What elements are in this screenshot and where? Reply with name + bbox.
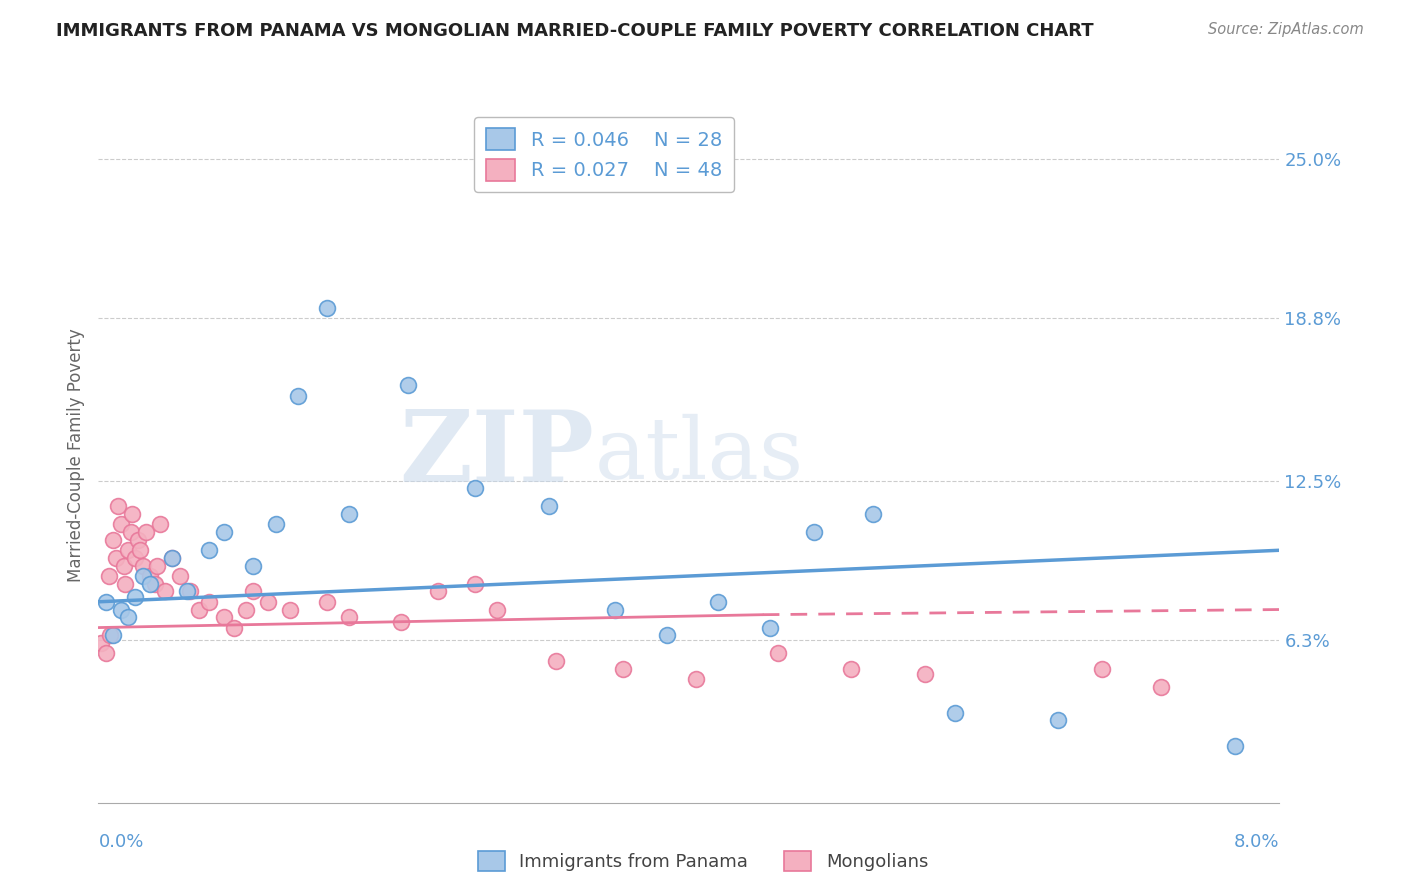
Point: [139, 576, 162, 591]
Point: [242, 584, 264, 599]
Point: [316, 595, 339, 609]
Point: [264, 517, 287, 532]
Point: [212, 610, 235, 624]
Point: [224, 621, 246, 635]
Point: [316, 301, 339, 315]
Point: [766, 646, 789, 660]
Point: [605, 602, 627, 616]
Point: [339, 610, 361, 624]
Point: [124, 551, 146, 566]
Text: Source: ZipAtlas.com: Source: ZipAtlas.com: [1208, 22, 1364, 37]
Point: [537, 500, 560, 514]
Point: [103, 628, 125, 642]
Point: [143, 576, 166, 591]
Point: [94, 646, 117, 660]
Point: [117, 610, 139, 624]
Point: [242, 558, 264, 573]
Text: ZIP: ZIP: [399, 407, 595, 503]
Point: [486, 602, 509, 616]
Point: [98, 628, 121, 642]
Point: [803, 525, 825, 540]
Point: [127, 533, 149, 547]
Point: [132, 558, 155, 573]
Point: [162, 551, 183, 566]
Text: IMMIGRANTS FROM PANAMA VS MONGOLIAN MARRIED-COUPLE FAMILY POVERTY CORRELATION CH: IMMIGRANTS FROM PANAMA VS MONGOLIAN MARR…: [56, 22, 1094, 40]
Point: [198, 595, 221, 609]
Point: [1046, 714, 1070, 728]
Point: [707, 595, 730, 609]
Point: [685, 672, 707, 686]
Point: [114, 576, 136, 591]
Point: [287, 389, 309, 403]
Point: [235, 602, 257, 616]
Point: [169, 569, 191, 583]
Legend: R = 0.046    N = 28, R = 0.027    N = 48: R = 0.046 N = 28, R = 0.027 N = 48: [474, 117, 734, 192]
Point: [128, 543, 150, 558]
Point: [132, 569, 155, 583]
Point: [117, 543, 139, 558]
Point: [398, 378, 420, 392]
Point: [1150, 680, 1173, 694]
Point: [1225, 739, 1247, 753]
Point: [389, 615, 412, 630]
Point: [139, 569, 162, 583]
Point: [546, 654, 568, 668]
Point: [153, 584, 176, 599]
Point: [162, 551, 183, 566]
Point: [146, 558, 169, 573]
Point: [943, 706, 966, 720]
Point: [862, 507, 884, 521]
Point: [121, 507, 143, 521]
Point: [135, 525, 157, 540]
Point: [1091, 662, 1114, 676]
Point: [110, 517, 132, 532]
Point: [90, 636, 112, 650]
Point: [914, 667, 936, 681]
Point: [187, 602, 209, 616]
Point: [120, 525, 142, 540]
Point: [464, 482, 486, 496]
Point: [257, 595, 280, 609]
Point: [179, 584, 201, 599]
Y-axis label: Married-Couple Family Poverty: Married-Couple Family Poverty: [66, 328, 84, 582]
Point: [612, 662, 634, 676]
Point: [339, 507, 361, 521]
Point: [427, 584, 450, 599]
Text: 8.0%: 8.0%: [1234, 833, 1279, 851]
Text: atlas: atlas: [595, 413, 804, 497]
Point: [841, 662, 863, 676]
Point: [105, 551, 128, 566]
Point: [280, 602, 302, 616]
Point: [112, 558, 135, 573]
Point: [464, 576, 486, 591]
Text: 0.0%: 0.0%: [98, 833, 143, 851]
Legend: Immigrants from Panama, Mongolians: Immigrants from Panama, Mongolians: [471, 844, 935, 879]
Point: [107, 500, 129, 514]
Point: [176, 584, 198, 599]
Point: [198, 543, 221, 558]
Point: [94, 595, 117, 609]
Point: [212, 525, 235, 540]
Point: [110, 602, 132, 616]
Point: [103, 533, 125, 547]
Point: [97, 569, 120, 583]
Point: [124, 590, 146, 604]
Point: [149, 517, 172, 532]
Point: [759, 621, 782, 635]
Point: [655, 628, 678, 642]
